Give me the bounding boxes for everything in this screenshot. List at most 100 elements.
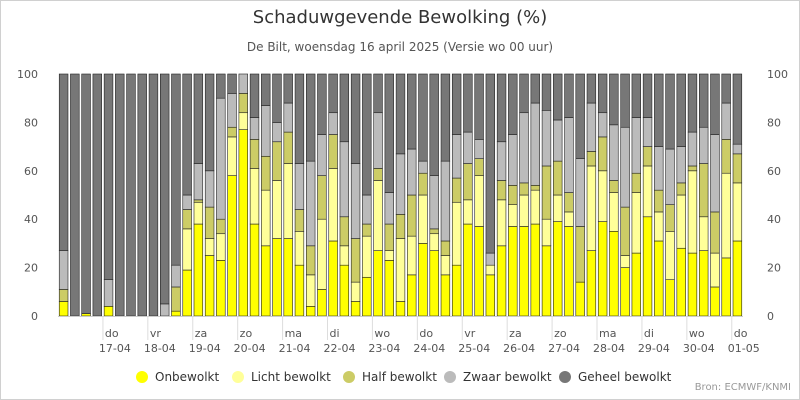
x-tick-label-day: vr bbox=[464, 327, 476, 340]
bar-segment-zwaar-bewolkt bbox=[103, 279, 114, 307]
bar-segment-half-bewolkt bbox=[665, 204, 675, 232]
bar-segment-half-bewolkt bbox=[676, 182, 686, 196]
bar-segment-onbewolkt bbox=[407, 274, 417, 317]
bar-segment-onbewolkt bbox=[530, 223, 540, 317]
bar-segment-zwaar-bewolkt bbox=[654, 146, 664, 191]
source-credit: Bron: ECMWF/KNMI bbox=[694, 382, 791, 393]
bar-segment-geheel-bewolkt bbox=[564, 73, 574, 118]
bar-segment-zwaar-bewolkt bbox=[193, 163, 204, 201]
bar-segment-onbewolkt bbox=[609, 231, 619, 317]
bar-segment-licht-bewolkt bbox=[463, 199, 473, 225]
bar-segment-licht-bewolkt bbox=[687, 170, 698, 254]
x-tick-label-day: do bbox=[419, 327, 433, 340]
bar-segment-geheel-bewolkt bbox=[699, 73, 709, 128]
bar-segment-zwaar-bewolkt bbox=[238, 73, 248, 94]
bar-segment-half-bewolkt bbox=[474, 158, 484, 176]
bar-segment-licht-bewolkt bbox=[350, 281, 361, 302]
bar-segment-geheel-bewolkt bbox=[586, 73, 597, 104]
bar-segment-half-bewolkt bbox=[699, 163, 709, 218]
bar-segment-licht-bewolkt bbox=[676, 194, 686, 249]
bar-segment-onbewolkt bbox=[597, 221, 608, 317]
bar-segment-half-bewolkt bbox=[317, 175, 327, 220]
bar-segment-zwaar-bewolkt bbox=[171, 264, 181, 288]
bar-segment-half-bewolkt bbox=[171, 286, 181, 312]
bar-segment-geheel-bewolkt bbox=[395, 73, 406, 155]
bar-segment-geheel-bewolkt bbox=[70, 73, 80, 317]
bar-segment-zwaar-bewolkt bbox=[182, 194, 192, 210]
bar-segment-zwaar-bewolkt bbox=[721, 102, 731, 140]
bar-segment-zwaar-bewolkt bbox=[642, 117, 653, 147]
x-tick-label-date: 19-04 bbox=[189, 342, 221, 355]
bar-segment-geheel-bewolkt bbox=[227, 73, 237, 94]
bar-segment-geheel-bewolkt bbox=[103, 73, 114, 280]
bar-segment-onbewolkt bbox=[474, 226, 484, 317]
bar-segment-half-bewolkt bbox=[440, 240, 451, 256]
bar-segment-zwaar-bewolkt bbox=[530, 102, 540, 186]
bar-segment-zwaar-bewolkt bbox=[328, 112, 338, 135]
bar-segment-onbewolkt bbox=[732, 240, 743, 317]
bar-segment-licht-bewolkt bbox=[317, 218, 327, 290]
bar-segment-half-bewolkt bbox=[541, 165, 552, 220]
legend-marker bbox=[136, 371, 148, 383]
x-tick-label-date: 20-04 bbox=[234, 342, 266, 355]
bar-segment-onbewolkt bbox=[642, 216, 653, 317]
bar-segment-geheel-bewolkt bbox=[272, 73, 282, 123]
bar-segment-geheel-bewolkt bbox=[721, 73, 731, 104]
bar-segment-zwaar-bewolkt bbox=[699, 126, 709, 164]
x-tick-label-date: 22-04 bbox=[324, 342, 356, 355]
bar-segment-geheel-bewolkt bbox=[216, 73, 226, 99]
bar-segment-geheel-bewolkt bbox=[384, 73, 394, 193]
bar-segment-geheel-bewolkt bbox=[609, 73, 619, 126]
bar-segment-geheel-bewolkt bbox=[631, 73, 641, 118]
bar-segment-zwaar-bewolkt bbox=[362, 194, 372, 225]
bar-segment-zwaar-bewolkt bbox=[227, 93, 237, 128]
bar-segment-geheel-bewolkt bbox=[732, 73, 743, 145]
bar-segment-geheel-bewolkt bbox=[362, 73, 372, 196]
legend-label: Zwaar bewolkt bbox=[463, 370, 552, 384]
legend-label: Licht bewolkt bbox=[251, 370, 331, 384]
bar-segment-geheel-bewolkt bbox=[597, 73, 608, 114]
bar-segment-half-bewolkt bbox=[193, 199, 204, 203]
bar-segment-half-bewolkt bbox=[328, 134, 338, 169]
bar-segment-onbewolkt bbox=[519, 226, 529, 317]
bar-segment-zwaar-bewolkt bbox=[732, 143, 743, 155]
x-tick-label-day: do bbox=[734, 327, 748, 340]
bar-segment-onbewolkt bbox=[687, 252, 698, 317]
chart-subtitle: De Bilt, woensdag 16 april 2025 (Versie … bbox=[246, 40, 554, 54]
x-tick-label-day: ma bbox=[285, 327, 302, 340]
bar-segment-half-bewolkt bbox=[519, 182, 529, 196]
y-tick-label-right: 20 bbox=[767, 262, 781, 275]
x-tick-label-day: wo bbox=[374, 327, 390, 340]
bar-segment-half-bewolkt bbox=[508, 185, 518, 205]
bar-segment-zwaar-bewolkt bbox=[710, 134, 720, 213]
bar-segment-half-bewolkt bbox=[384, 223, 394, 251]
bar-segment-geheel-bewolkt bbox=[463, 73, 473, 133]
bar-segment-zwaar-bewolkt bbox=[440, 160, 451, 242]
y-tick-label-right: 40 bbox=[767, 213, 781, 226]
bar-segment-zwaar-bewolkt bbox=[564, 117, 574, 193]
bar-segment-geheel-bewolkt bbox=[171, 73, 181, 266]
x-tick-label-day: ma bbox=[599, 327, 616, 340]
bar-segment-zwaar-bewolkt bbox=[373, 112, 383, 169]
bar-segment-licht-bewolkt bbox=[474, 175, 484, 227]
bar-segment-licht-bewolkt bbox=[654, 211, 664, 242]
x-tick-label-date: 18-04 bbox=[144, 342, 176, 355]
bar-segment-zwaar-bewolkt bbox=[272, 122, 282, 143]
bar-segment-zwaar-bewolkt bbox=[474, 139, 484, 159]
bar-segment-onbewolkt bbox=[227, 175, 237, 317]
bar-segment-onbewolkt bbox=[620, 267, 630, 317]
bar-segment-geheel-bewolkt bbox=[249, 73, 260, 118]
bar-segment-geheel-bewolkt bbox=[204, 73, 215, 172]
bar-segment-onbewolkt bbox=[193, 223, 204, 317]
x-tick-label-date: 27-04 bbox=[548, 342, 580, 355]
legend-marker bbox=[444, 371, 456, 383]
legend-label: Geheel bewolkt bbox=[578, 370, 672, 384]
bar-segment-licht-bewolkt bbox=[485, 264, 496, 276]
y-tick-label-right: 0 bbox=[767, 310, 774, 323]
bar-segment-zwaar-bewolkt bbox=[451, 134, 462, 179]
bar-segment-onbewolkt bbox=[294, 264, 305, 317]
x-tick-label-date: 24-04 bbox=[413, 342, 445, 355]
bar-segment-licht-bewolkt bbox=[249, 168, 260, 225]
bar-segment-geheel-bewolkt bbox=[665, 73, 675, 150]
bar-segment-geheel-bewolkt bbox=[620, 73, 630, 128]
